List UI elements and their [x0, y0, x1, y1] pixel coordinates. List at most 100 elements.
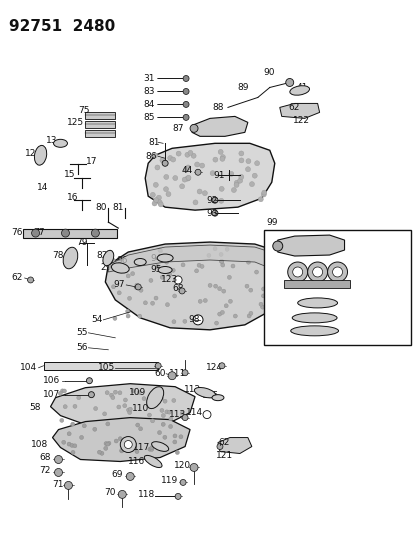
Text: 107: 107: [43, 390, 60, 399]
Text: 117: 117: [133, 443, 150, 452]
Circle shape: [245, 167, 250, 172]
Circle shape: [230, 264, 235, 268]
Circle shape: [118, 490, 126, 498]
Text: 17: 17: [85, 157, 97, 166]
Circle shape: [180, 411, 184, 415]
Circle shape: [272, 241, 282, 251]
Circle shape: [150, 446, 153, 450]
Text: 122: 122: [292, 116, 309, 125]
Circle shape: [202, 410, 211, 418]
Bar: [85, 112, 115, 119]
Circle shape: [203, 298, 207, 303]
Polygon shape: [105, 242, 289, 330]
Circle shape: [219, 260, 223, 263]
Text: 72: 72: [39, 466, 50, 475]
Circle shape: [107, 441, 111, 445]
Circle shape: [211, 210, 217, 216]
Ellipse shape: [151, 442, 168, 451]
Circle shape: [220, 155, 225, 159]
Circle shape: [88, 392, 94, 398]
Circle shape: [175, 450, 179, 455]
Text: 119: 119: [161, 476, 178, 485]
Circle shape: [217, 312, 221, 316]
Circle shape: [150, 192, 155, 197]
Circle shape: [119, 267, 123, 271]
Circle shape: [163, 187, 168, 192]
Circle shape: [170, 157, 175, 162]
Circle shape: [117, 291, 121, 295]
Circle shape: [118, 391, 122, 395]
Text: 13: 13: [46, 136, 57, 145]
Circle shape: [167, 156, 172, 160]
Circle shape: [182, 177, 187, 182]
Ellipse shape: [53, 139, 67, 147]
Text: 95: 95: [150, 265, 162, 274]
Circle shape: [180, 480, 185, 486]
Circle shape: [62, 230, 68, 236]
Circle shape: [206, 253, 210, 257]
Circle shape: [60, 389, 64, 393]
Circle shape: [100, 451, 104, 455]
Circle shape: [178, 435, 183, 439]
Circle shape: [131, 272, 134, 276]
Circle shape: [217, 287, 221, 290]
Circle shape: [105, 391, 109, 394]
Text: 108: 108: [31, 440, 48, 449]
Circle shape: [194, 162, 199, 167]
Text: 80: 80: [95, 203, 107, 212]
Text: 118: 118: [138, 490, 155, 499]
Circle shape: [73, 444, 77, 448]
Circle shape: [218, 187, 223, 191]
Circle shape: [182, 415, 188, 421]
Text: 71: 71: [52, 480, 63, 489]
Text: 99: 99: [266, 217, 277, 227]
Circle shape: [147, 447, 152, 451]
Ellipse shape: [34, 146, 47, 165]
Polygon shape: [108, 245, 289, 274]
Circle shape: [219, 156, 224, 161]
Circle shape: [106, 422, 109, 426]
Circle shape: [292, 267, 302, 277]
Circle shape: [67, 442, 71, 446]
Circle shape: [191, 154, 196, 158]
Circle shape: [179, 184, 184, 189]
Text: 62: 62: [11, 273, 23, 282]
Circle shape: [244, 284, 248, 288]
Text: 120: 120: [173, 461, 190, 470]
Ellipse shape: [111, 263, 129, 273]
Text: 111: 111: [169, 369, 185, 378]
Circle shape: [212, 157, 217, 162]
Circle shape: [218, 149, 223, 155]
Circle shape: [218, 253, 223, 256]
Ellipse shape: [146, 387, 163, 409]
Circle shape: [137, 390, 141, 394]
Circle shape: [238, 174, 243, 180]
Circle shape: [157, 248, 161, 252]
Circle shape: [128, 407, 132, 411]
Circle shape: [168, 424, 172, 429]
Text: 92: 92: [206, 196, 217, 205]
Ellipse shape: [158, 266, 172, 273]
Circle shape: [182, 370, 188, 376]
Circle shape: [127, 296, 131, 300]
Circle shape: [76, 395, 81, 400]
Bar: [85, 122, 115, 128]
Circle shape: [174, 276, 182, 284]
Circle shape: [126, 314, 130, 318]
Polygon shape: [277, 235, 344, 256]
Circle shape: [327, 262, 347, 282]
Circle shape: [135, 450, 139, 454]
Circle shape: [111, 259, 115, 262]
Circle shape: [248, 311, 252, 316]
Text: 110: 110: [132, 404, 149, 413]
Polygon shape: [50, 384, 195, 427]
Circle shape: [92, 230, 98, 236]
Text: 96: 96: [116, 255, 128, 264]
Circle shape: [183, 101, 189, 108]
Text: 90: 90: [263, 68, 274, 77]
Circle shape: [147, 413, 151, 417]
Text: 15: 15: [64, 169, 75, 179]
Ellipse shape: [292, 313, 336, 323]
Circle shape: [139, 288, 142, 292]
Text: 62: 62: [287, 103, 299, 112]
